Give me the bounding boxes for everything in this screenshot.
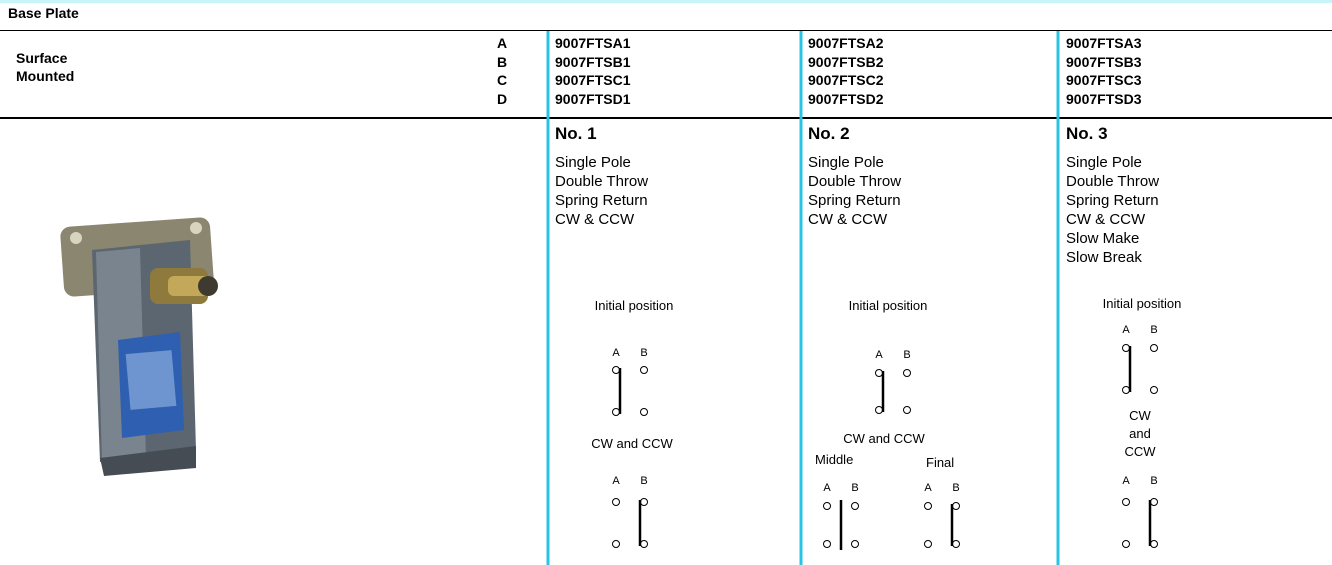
middle-label: Middle	[815, 452, 854, 467]
contact	[952, 540, 960, 548]
part-number: 9007FTSD3	[1066, 90, 1142, 107]
part-number: 9007FTSA1	[555, 35, 631, 51]
contact	[875, 369, 883, 377]
contact	[612, 498, 620, 506]
part-number: 9007FTSA2	[808, 35, 884, 51]
description-line: Spring Return	[555, 192, 648, 209]
action-label: CCW	[1124, 444, 1156, 459]
part-number: 9007FTSB1	[555, 53, 631, 70]
initial-label: Initial position	[594, 298, 674, 313]
description-line: Single Pole	[555, 154, 631, 171]
description-line: Double Throw	[808, 173, 902, 190]
contact	[1150, 344, 1158, 352]
contact-label: A	[823, 482, 831, 494]
contact	[1150, 386, 1158, 394]
description-line: CW & CCW	[555, 211, 635, 228]
switch-number: No. 3	[1066, 124, 1108, 143]
action-label: CW and CCW	[591, 436, 673, 451]
contact	[612, 540, 620, 548]
description-line: Spring Return	[1066, 192, 1159, 209]
contact-label: B	[1150, 324, 1157, 336]
description-line: Slow Break	[1066, 249, 1142, 266]
description-line: Slow Make	[1066, 230, 1140, 247]
switch-number: No. 2	[808, 124, 850, 143]
variant-letter: A	[497, 35, 508, 51]
contact-label: A	[875, 349, 883, 361]
top-band	[0, 0, 1332, 3]
contact-label: B	[903, 349, 910, 361]
description-line: Double Throw	[1066, 173, 1160, 190]
contact	[924, 502, 932, 510]
contact	[1122, 498, 1130, 506]
contact	[1122, 540, 1130, 548]
mounting-label: Surface	[16, 50, 68, 66]
initial-label: Initial position	[1102, 296, 1182, 311]
contact	[924, 540, 932, 548]
initial-label: Initial position	[848, 298, 928, 313]
part-number: 9007FTSB3	[1066, 53, 1142, 70]
part-number: 9007FTSD2	[808, 90, 884, 107]
action-label: CW and CCW	[843, 431, 925, 446]
variant-letter: B	[497, 53, 508, 70]
contact	[851, 540, 859, 548]
contact-label: A	[612, 347, 620, 359]
contact-label: B	[640, 475, 647, 487]
product-photo	[60, 217, 218, 476]
contact-label: B	[851, 482, 858, 494]
contact	[851, 502, 859, 510]
description-line: Double Throw	[555, 173, 649, 190]
contact-label: B	[1150, 475, 1157, 487]
contact-label: A	[612, 475, 620, 487]
contact	[903, 369, 911, 377]
variant-letter: C	[497, 72, 508, 88]
page-title: Base Plate	[8, 5, 79, 21]
contact	[1122, 386, 1130, 394]
contact-label: A	[1122, 475, 1130, 487]
part-number: 9007FTSB2	[808, 53, 884, 70]
description-line: Single Pole	[808, 154, 884, 171]
contact	[1122, 344, 1130, 352]
contact	[1150, 540, 1158, 548]
description-line: Spring Return	[808, 192, 901, 209]
action-label: and	[1129, 426, 1151, 441]
contact	[875, 406, 883, 414]
part-number: 9007FTSC1	[555, 72, 631, 88]
contact	[640, 366, 648, 374]
contact	[952, 502, 960, 510]
contact-label: B	[640, 347, 647, 359]
contact	[823, 540, 831, 548]
contact	[1150, 498, 1158, 506]
final-label: Final	[926, 455, 955, 470]
part-number: 9007FTSC2	[808, 72, 884, 88]
part-number: 9007FTSC3	[1066, 72, 1142, 88]
mounting-label: Mounted	[16, 68, 75, 84]
part-number: 9007FTSD1	[555, 90, 631, 107]
description-line: CW & CCW	[1066, 211, 1146, 228]
contact	[612, 408, 620, 416]
contact	[640, 408, 648, 416]
contact	[640, 498, 648, 506]
contact-label: A	[924, 482, 932, 494]
contact	[612, 366, 620, 374]
switch-number: No. 1	[555, 124, 597, 143]
variant-letter: D	[497, 90, 508, 107]
contact-label: A	[1122, 324, 1130, 336]
action-label: CW	[1129, 408, 1151, 423]
contact-label: B	[952, 482, 959, 494]
contact	[903, 406, 911, 414]
description-line: CW & CCW	[808, 211, 888, 228]
contact	[823, 502, 831, 510]
description-line: Single Pole	[1066, 154, 1142, 171]
contact	[640, 540, 648, 548]
part-number: 9007FTSA3	[1066, 35, 1142, 51]
